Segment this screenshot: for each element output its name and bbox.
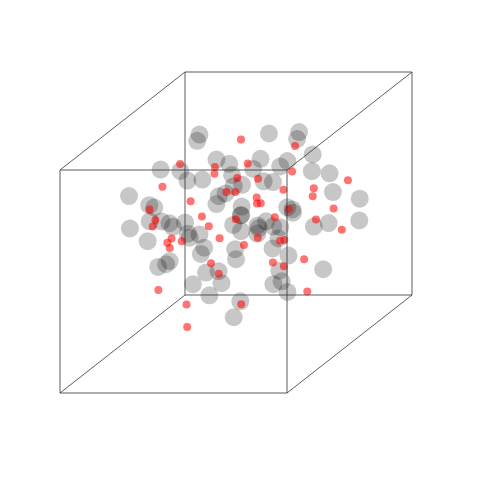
point (232, 206, 250, 224)
point (283, 200, 301, 218)
cube-edge (287, 295, 412, 393)
point (176, 160, 184, 168)
chart-container (0, 0, 480, 480)
point (166, 244, 174, 252)
point (232, 206, 250, 224)
point (269, 258, 277, 266)
point (314, 260, 332, 278)
point (279, 247, 297, 265)
point (207, 259, 215, 267)
point (240, 241, 248, 249)
cube-edge (412, 72, 413, 295)
series-points (120, 123, 369, 326)
cube-edge (60, 170, 61, 393)
point (149, 223, 157, 231)
cube-edge (60, 295, 185, 393)
point (222, 188, 230, 196)
point (344, 176, 352, 184)
point (257, 199, 265, 207)
point (290, 123, 308, 141)
point (255, 172, 273, 190)
cube-edge (185, 295, 412, 296)
point (120, 187, 138, 205)
plot-area (120, 123, 369, 331)
cube-edge (60, 72, 185, 170)
point (168, 235, 176, 243)
point (198, 212, 206, 220)
cube-edge (287, 72, 412, 170)
point (139, 232, 157, 250)
point (192, 245, 210, 263)
cube-edge (185, 72, 186, 295)
point (187, 197, 195, 205)
point (193, 171, 211, 189)
point (300, 255, 308, 263)
point (312, 216, 320, 224)
point (285, 205, 293, 213)
point (291, 142, 299, 150)
point (271, 157, 289, 175)
point (350, 211, 368, 229)
chart-svg (0, 0, 480, 480)
point (254, 175, 262, 183)
point (157, 255, 175, 273)
point (216, 234, 224, 242)
point (233, 174, 241, 182)
cube-edge (185, 72, 412, 73)
point (276, 237, 284, 245)
point (161, 214, 179, 232)
point (227, 250, 245, 268)
point (309, 192, 317, 200)
point (237, 300, 245, 308)
point (145, 205, 153, 213)
cube-edge (60, 170, 287, 171)
point (152, 161, 170, 179)
point (207, 195, 225, 213)
cube-frame (60, 72, 412, 393)
point (279, 283, 297, 301)
point (303, 162, 321, 180)
point (244, 159, 252, 167)
point (178, 237, 186, 245)
point (183, 300, 191, 308)
point (338, 226, 346, 234)
point (188, 132, 206, 150)
point (224, 216, 242, 234)
cube-edge (287, 170, 288, 393)
point (303, 288, 311, 296)
point (215, 270, 223, 278)
point (158, 183, 166, 191)
point (279, 186, 287, 194)
point (351, 190, 369, 208)
point (154, 286, 162, 294)
point (183, 323, 191, 331)
point (321, 164, 339, 182)
point (254, 234, 262, 242)
point (232, 215, 240, 223)
point (231, 188, 239, 196)
point (330, 204, 338, 212)
point (310, 184, 318, 192)
point (260, 125, 278, 143)
cube-edge (60, 393, 287, 394)
point (140, 196, 158, 214)
point (205, 222, 213, 230)
point (271, 213, 279, 221)
point (184, 275, 202, 293)
point (225, 308, 243, 326)
point (324, 183, 342, 201)
point (237, 135, 245, 143)
point (121, 219, 139, 237)
point (248, 225, 266, 243)
